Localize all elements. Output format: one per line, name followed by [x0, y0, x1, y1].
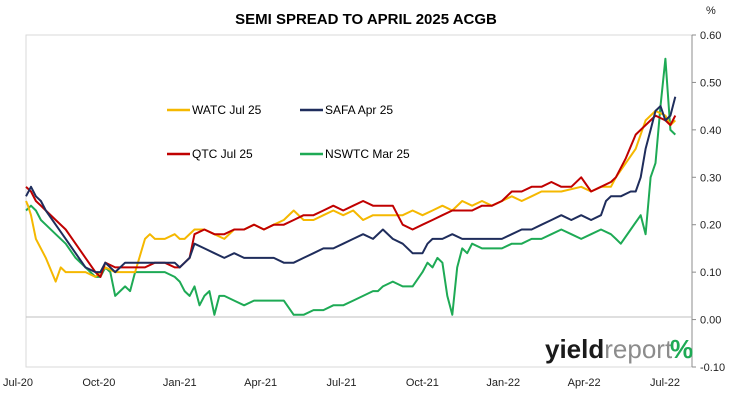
x-tick-label: Jul-22 — [650, 377, 680, 389]
y-tick-label: 0.10 — [700, 267, 721, 279]
y-tick-label: 0.30 — [700, 172, 721, 184]
brand-text-yield: yield — [545, 334, 604, 364]
y-ticks-layer: 0.60 0.50 0.40 0.30 0.20 0.10 0.00 -0.10 — [692, 30, 725, 374]
y-tick-label: 0.00 — [700, 315, 721, 327]
y-tick-label: 0.60 — [700, 30, 721, 42]
y-unit-label: % — [706, 5, 716, 17]
x-tick-label: Apr-22 — [568, 377, 601, 389]
x-tick-label: Oct-21 — [406, 377, 439, 389]
legend-label: SAFA Apr 25 — [325, 103, 393, 117]
y-tick-label: 0.40 — [700, 125, 721, 137]
x-tick-label: Apr-21 — [244, 377, 277, 389]
series-layer — [25, 57, 677, 316]
y-tick-label: 0.50 — [700, 77, 721, 89]
brand-text-report: report — [604, 334, 673, 364]
legend-label: NSWTC Mar 25 — [325, 147, 410, 161]
legend-label: WATC Jul 25 — [192, 103, 262, 117]
x-ticks-layer: Jul-20 Oct-20 Jan-21 Apr-21 Jul-21 Oct-21 Jan-… — [3, 377, 680, 389]
x-tick-label: Jul-21 — [327, 377, 357, 389]
series-line-nswtc-mar-25 — [25, 57, 676, 316]
chart-title: SEMI SPREAD TO APRIL 2025 ACGB — [235, 11, 497, 28]
series-line-watc-jul-25 — [25, 109, 676, 283]
y-tick-label: -0.10 — [700, 362, 725, 374]
brand-logo: yieldreport % — [545, 334, 693, 364]
legend: WATC Jul 25 SAFA Apr 25 QTC Jul 25 NSWTC Ma… — [167, 103, 410, 161]
x-tick-label: Jan-22 — [486, 377, 520, 389]
series-line-safa-apr-25 — [25, 96, 677, 274]
x-tick-label: Jul-20 — [3, 377, 33, 389]
x-tick-label: Oct-20 — [82, 377, 115, 389]
brand-percent-icon: % — [670, 334, 693, 364]
x-tick-label: Jan-21 — [163, 377, 197, 389]
y-tick-label: 0.20 — [700, 220, 721, 232]
svg-text:yieldreport: yieldreport — [545, 334, 673, 364]
series-line-qtc-jul-25 — [25, 114, 677, 278]
legend-label: QTC Jul 25 — [192, 147, 253, 161]
